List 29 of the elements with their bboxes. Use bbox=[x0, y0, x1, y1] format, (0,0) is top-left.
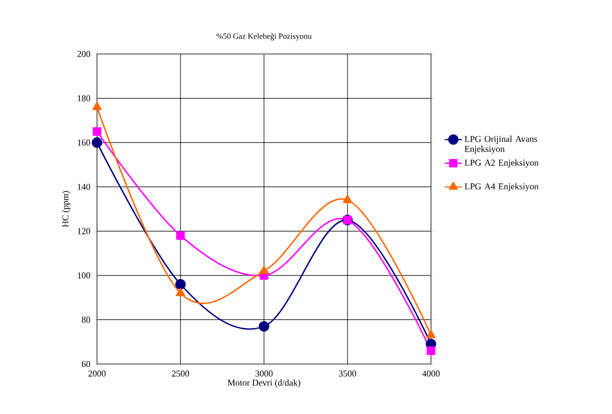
legend-label: LPG Orijinal Avans Enjeksiyon bbox=[464, 136, 538, 154]
y-tick-label: 140 bbox=[78, 184, 90, 190]
legend-label: LPG A4 Enjeksiyon bbox=[464, 183, 538, 192]
point bbox=[259, 266, 269, 274]
y-tick-label: 200 bbox=[77, 50, 90, 58]
point bbox=[176, 231, 185, 240]
y-tick-label: 120 bbox=[78, 228, 90, 234]
point bbox=[426, 330, 436, 338]
point bbox=[92, 137, 102, 148]
point bbox=[176, 288, 186, 296]
x-tick-label: 3500 bbox=[338, 370, 356, 377]
x-axis-title: Motor Devri (d/dak) bbox=[228, 379, 300, 388]
x-tick-label: 2500 bbox=[172, 370, 190, 377]
y-tick-label: 160 bbox=[78, 140, 90, 146]
y-tick-label: 60 bbox=[82, 360, 90, 368]
legend-label: LPG A2 Enjeksiyon bbox=[464, 159, 538, 168]
point bbox=[92, 102, 102, 110]
x-tick-label: 4000 bbox=[422, 370, 440, 377]
point bbox=[175, 279, 186, 290]
y-tick-label: 180 bbox=[78, 95, 90, 102]
point bbox=[342, 194, 352, 204]
point bbox=[92, 127, 102, 136]
y-tick-label: 100 bbox=[78, 272, 90, 278]
x-tick-label: 2000 bbox=[88, 370, 106, 377]
y-axis-title: HC (ppm) bbox=[62, 191, 70, 228]
point bbox=[258, 321, 270, 332]
x-tick-label: 3000 bbox=[255, 370, 273, 377]
point bbox=[426, 346, 436, 355]
y-tick-label: 80 bbox=[82, 316, 90, 323]
